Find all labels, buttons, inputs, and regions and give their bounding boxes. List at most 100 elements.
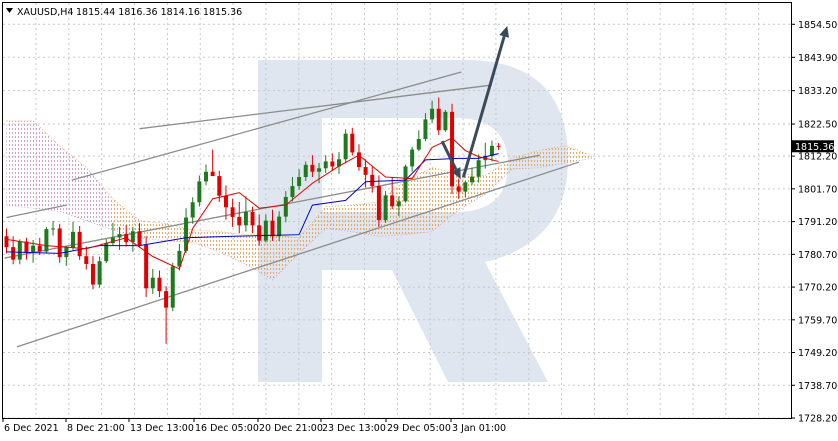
candle (44, 226, 49, 254)
candle (217, 170, 222, 202)
candle (90, 256, 95, 290)
candle-body (51, 228, 56, 230)
grid-layer (3, 3, 791, 419)
forecast-arrows (440, 25, 509, 180)
cloud-span-b (6, 120, 113, 231)
candle (190, 197, 195, 224)
candle (97, 256, 102, 288)
candle (403, 164, 408, 203)
price-tick-label: 1801.70 (798, 184, 837, 195)
candle-body (243, 211, 248, 226)
candle (117, 226, 122, 250)
candle (416, 130, 421, 152)
candle (137, 223, 142, 248)
candle-body (164, 291, 169, 308)
candle-body (323, 161, 328, 169)
price-tag-background (792, 140, 834, 153)
price-tick-label: 1738.70 (798, 381, 837, 392)
candle-body (496, 145, 501, 147)
price-tick-label: 1759.70 (798, 315, 837, 326)
candle-body (104, 243, 109, 262)
price-tick-label: 1749.20 (798, 348, 837, 359)
candle (223, 185, 228, 220)
candle (343, 129, 348, 164)
candle (476, 154, 481, 183)
price-tick-label: 1770.20 (798, 283, 837, 294)
candle-body (350, 133, 355, 153)
candle (356, 144, 361, 171)
arrow-shaft (440, 140, 458, 170)
price-tick-label: 1812.20 (798, 152, 837, 163)
candle (290, 177, 295, 202)
candle-body (317, 168, 322, 172)
candle-body (396, 201, 401, 207)
candle-body (44, 229, 49, 252)
candle (263, 214, 268, 243)
candle (157, 270, 162, 298)
trendline (6, 204, 67, 219)
candle (396, 196, 401, 216)
candle (130, 226, 135, 252)
candle (330, 153, 335, 171)
candle-body (184, 217, 189, 251)
candle (323, 155, 328, 173)
price-tick-label: 1854.50 (798, 20, 837, 31)
candle-body (343, 133, 348, 160)
price-tick-label: 1780.70 (798, 250, 837, 261)
arrow-head (499, 25, 509, 38)
indicator-lines (6, 137, 499, 270)
candle-body (84, 256, 89, 264)
price-tick-label: 1822.50 (798, 120, 837, 131)
candle (237, 201, 242, 234)
candle (210, 149, 215, 177)
candle-body (144, 244, 149, 289)
candle (24, 237, 29, 260)
candle-body (456, 186, 461, 192)
candle-body (223, 195, 228, 208)
candle-body (110, 237, 115, 244)
candle-body (443, 111, 448, 131)
candle-body (283, 196, 288, 217)
candle (257, 214, 262, 246)
candle-body (150, 277, 155, 289)
candle-body (416, 138, 421, 150)
candle-body (470, 176, 474, 183)
candle-body (370, 174, 375, 187)
time-tick-label: 13 Dec 13:00 (130, 423, 194, 434)
candle-body (303, 164, 308, 178)
candle-body (137, 231, 142, 245)
candle-body (403, 166, 408, 202)
candle-body (356, 152, 361, 168)
candle (390, 177, 395, 210)
candle-body (310, 164, 315, 172)
candle (71, 221, 75, 251)
candle-body (4, 236, 9, 248)
candle (4, 228, 9, 254)
candle-body (330, 161, 335, 167)
candle (177, 244, 182, 271)
candle (184, 208, 189, 254)
time-tick-label: 20 Dec 21:00 (259, 423, 323, 434)
arrow-shaft (461, 35, 506, 178)
candle (383, 191, 388, 223)
candle-body (263, 220, 268, 241)
candle (283, 191, 288, 223)
candle-body (90, 263, 95, 285)
candle-body (277, 216, 282, 237)
candle (363, 159, 368, 188)
candle-body (17, 241, 22, 260)
candle-body (11, 247, 16, 260)
candle (350, 127, 355, 156)
time-axis: 6 Dec 2021 8 Dec 21:00 13 Dec 13:00 16 Dec … (2, 418, 506, 434)
triangle-down-icon[interactable] (6, 8, 13, 13)
candle-body (383, 195, 388, 221)
candle (310, 155, 315, 178)
price-tick-label: 1728.20 (798, 414, 837, 425)
candle (197, 175, 202, 207)
candle (170, 262, 175, 312)
candle-body (77, 231, 82, 257)
candle-body (177, 250, 182, 267)
candle-body (337, 159, 341, 167)
time-tick-label: 3 Jan 01:00 (452, 423, 506, 434)
candle-body (290, 186, 295, 197)
